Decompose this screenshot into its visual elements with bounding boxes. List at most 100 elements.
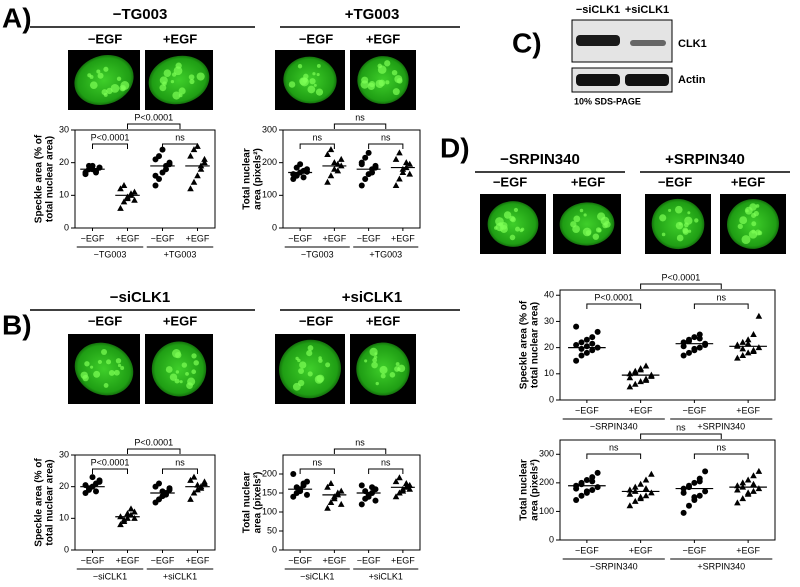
data-point bbox=[403, 159, 410, 166]
nucleus bbox=[487, 201, 539, 247]
x-tick-label: −EGF bbox=[151, 555, 175, 565]
nucleus-body bbox=[74, 55, 134, 105]
y-axis-label: Speckle area (% of bbox=[34, 134, 45, 223]
data-point bbox=[755, 312, 763, 319]
data-point bbox=[201, 478, 208, 485]
speckle bbox=[573, 215, 581, 223]
data-point bbox=[187, 152, 194, 159]
data-point bbox=[755, 344, 763, 351]
y-tick-label: 200 bbox=[262, 468, 277, 478]
speckle bbox=[374, 352, 378, 356]
data-point bbox=[680, 509, 687, 516]
nucleus bbox=[356, 342, 410, 396]
data-point bbox=[362, 154, 369, 161]
data-point bbox=[573, 485, 580, 492]
speckle bbox=[579, 208, 584, 213]
group-label: +siCLK1 bbox=[163, 571, 197, 581]
data-point bbox=[303, 491, 310, 498]
group-label: −TG003 bbox=[301, 249, 334, 259]
speckle bbox=[292, 382, 301, 391]
speckle bbox=[288, 81, 296, 88]
speckle bbox=[515, 226, 521, 232]
nucleus bbox=[283, 56, 337, 104]
protein-label: Actin bbox=[678, 74, 706, 86]
data-point bbox=[324, 151, 331, 157]
data-point bbox=[152, 172, 159, 179]
significance-bracket bbox=[299, 468, 335, 474]
data-point bbox=[589, 487, 596, 493]
x-tick-label: +EGF bbox=[186, 555, 210, 565]
data-point bbox=[190, 489, 198, 496]
y-tick-label: 30 bbox=[59, 449, 69, 459]
y-tick-label: 300 bbox=[262, 124, 277, 134]
data-point bbox=[589, 334, 596, 341]
data-point bbox=[696, 335, 703, 342]
data-point bbox=[686, 484, 692, 491]
data-point bbox=[365, 493, 372, 500]
significance-bracket bbox=[586, 453, 642, 459]
data-point bbox=[739, 351, 747, 358]
y-axis-label: Speckle area (% of bbox=[519, 300, 530, 389]
data-point bbox=[696, 492, 703, 499]
data-point bbox=[127, 505, 135, 512]
column-label: −EGF bbox=[299, 31, 333, 46]
nucleus bbox=[148, 55, 210, 105]
speckle bbox=[193, 360, 199, 366]
data-point bbox=[594, 484, 601, 491]
lane-label: −siCLK1 bbox=[576, 4, 620, 16]
speckle bbox=[391, 69, 398, 76]
column-label: −EGF bbox=[88, 31, 122, 46]
speckle bbox=[745, 209, 749, 213]
speckle bbox=[755, 204, 760, 208]
x-tick-label: −EGF bbox=[288, 233, 312, 243]
data-point bbox=[691, 334, 698, 341]
speckle bbox=[371, 361, 378, 369]
group-label: +SRPIN340 bbox=[697, 561, 745, 571]
data-point bbox=[82, 171, 89, 178]
data-point bbox=[190, 146, 198, 153]
speckle bbox=[84, 361, 90, 367]
data-point bbox=[406, 160, 414, 167]
nucleus bbox=[357, 56, 409, 104]
group-label: −SRPIN340 bbox=[590, 421, 638, 431]
x-tick-label: +EGF bbox=[391, 555, 415, 565]
data-point bbox=[197, 484, 205, 491]
data-point bbox=[152, 182, 159, 189]
speckle bbox=[676, 234, 684, 242]
speckle bbox=[89, 81, 98, 90]
data-point bbox=[750, 472, 757, 479]
data-point bbox=[334, 489, 342, 496]
speckle bbox=[687, 211, 691, 215]
data-point bbox=[406, 481, 414, 488]
y-tick-label: 200 bbox=[539, 477, 554, 487]
data-point bbox=[583, 488, 590, 495]
data-point bbox=[131, 196, 138, 203]
speckle bbox=[307, 371, 313, 377]
significance-bracket bbox=[640, 283, 722, 289]
speckle bbox=[682, 228, 689, 235]
speckle bbox=[114, 369, 120, 376]
speckle bbox=[392, 88, 400, 96]
speckle bbox=[316, 72, 320, 77]
data-point bbox=[124, 514, 131, 521]
data-point bbox=[166, 485, 173, 492]
y-tick-label: 50 bbox=[267, 525, 277, 535]
y-axis-label: Total nuclear bbox=[519, 459, 530, 521]
y-tick-label: 150 bbox=[262, 487, 277, 497]
speckle bbox=[674, 205, 683, 214]
speckle bbox=[181, 362, 188, 368]
data-point bbox=[594, 328, 601, 335]
group-label: +SRPIN340 bbox=[697, 421, 745, 431]
data-point bbox=[369, 484, 376, 491]
y-tick-label: 20 bbox=[544, 342, 554, 352]
data-point bbox=[691, 479, 698, 486]
data-point bbox=[696, 344, 703, 351]
data-point bbox=[331, 493, 338, 500]
data-point bbox=[637, 378, 644, 385]
speckle bbox=[315, 88, 324, 96]
x-tick-label: +EGF bbox=[116, 555, 140, 565]
nucleus bbox=[74, 342, 134, 396]
nucleus bbox=[651, 198, 705, 250]
y-tick-label: 0 bbox=[64, 544, 69, 554]
